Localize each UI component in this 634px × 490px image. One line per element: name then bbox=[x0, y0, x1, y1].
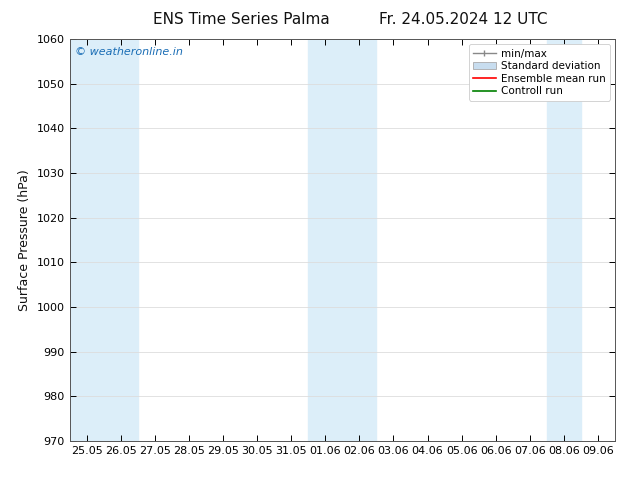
Bar bbox=[308, 39, 377, 441]
Text: ENS Time Series Palma: ENS Time Series Palma bbox=[153, 12, 329, 27]
Y-axis label: Surface Pressure (hPa): Surface Pressure (hPa) bbox=[18, 169, 31, 311]
Text: Fr. 24.05.2024 12 UTC: Fr. 24.05.2024 12 UTC bbox=[378, 12, 547, 27]
Bar bbox=[547, 39, 581, 441]
Bar bbox=[70, 39, 138, 441]
Legend: min/max, Standard deviation, Ensemble mean run, Controll run: min/max, Standard deviation, Ensemble me… bbox=[469, 45, 610, 100]
Text: © weatheronline.in: © weatheronline.in bbox=[75, 47, 183, 57]
